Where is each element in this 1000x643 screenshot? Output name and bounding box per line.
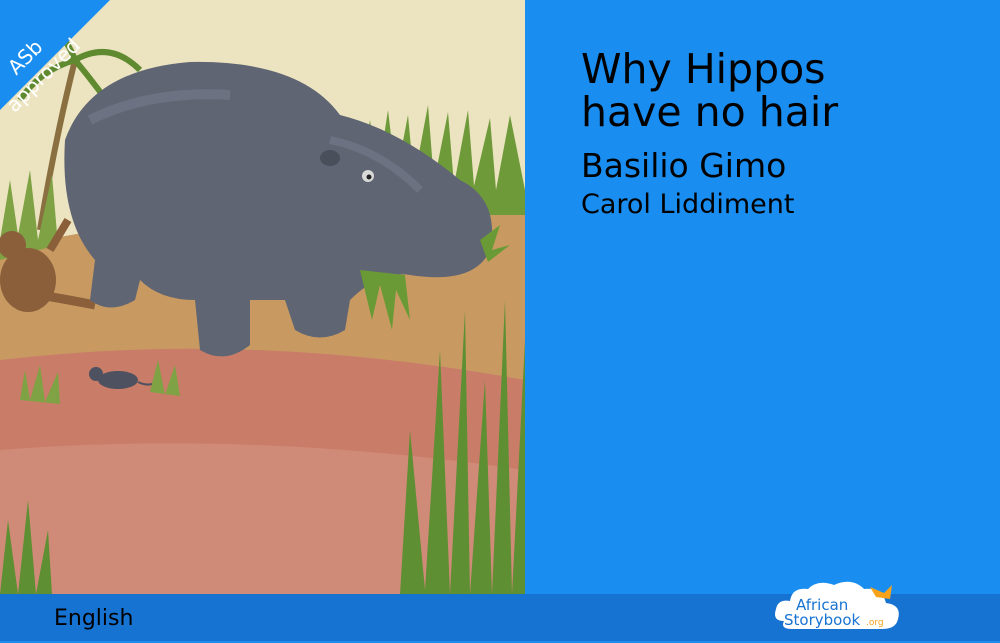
african-storybook-logo[interactable]: African Storybook .org (772, 577, 904, 639)
logo-line1: African (796, 596, 848, 614)
hippo-illustration (0, 0, 525, 594)
logo-suffix: .org (866, 618, 884, 628)
book-title-line1: Why Hippos (581, 45, 826, 93)
author-name: Basilio Gimo (581, 146, 787, 185)
book-title: Why Hippos have no hair (581, 48, 838, 134)
book-title-line2: have no hair (581, 88, 839, 136)
title-panel: Why Hippos have no hair Basilio Gimo Car… (525, 0, 1000, 594)
illustrator-name: Carol Liddiment (581, 189, 795, 220)
book-cloud-icon: African Storybook .org (775, 581, 899, 629)
cover-illustration (0, 0, 525, 594)
logo-line2: Storybook (784, 611, 861, 629)
language-label[interactable]: English (54, 606, 134, 631)
